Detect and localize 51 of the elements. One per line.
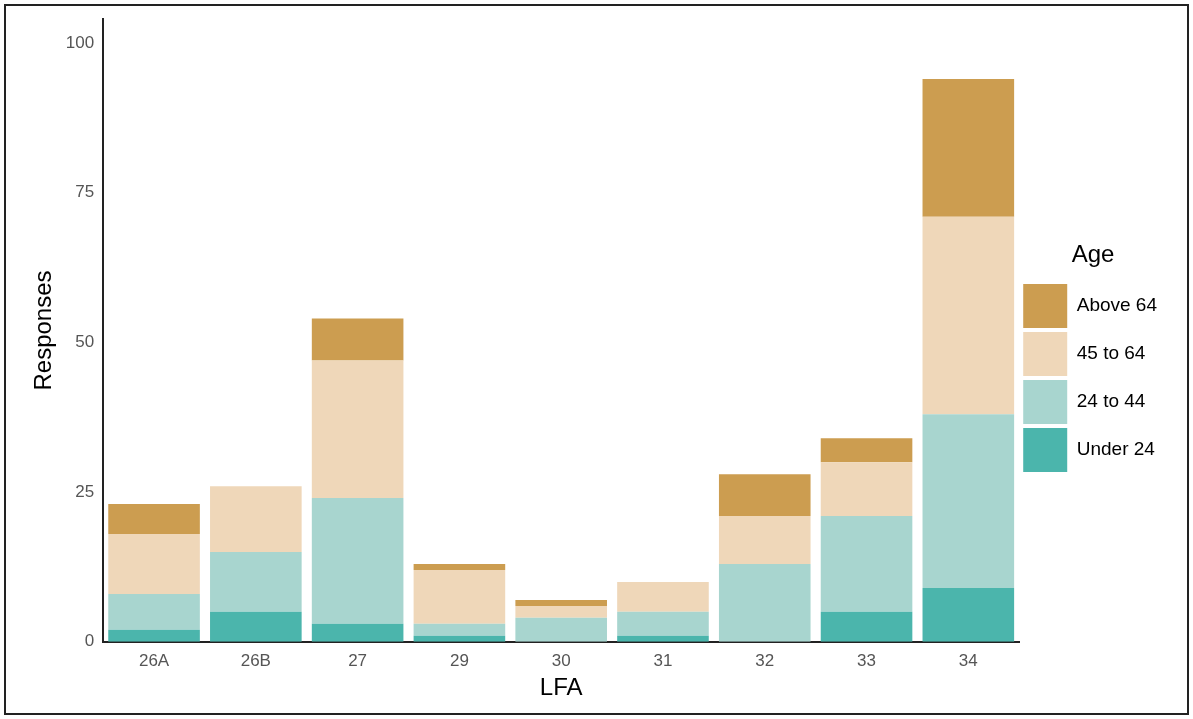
bar — [617, 581, 709, 612]
x-tick-label: 26B — [240, 650, 271, 670]
bar — [311, 498, 404, 624]
x-tick-label: 33 — [857, 650, 876, 670]
y-axis-title: Responses — [29, 270, 57, 391]
y-tick-label: 75 — [75, 182, 95, 202]
bar — [922, 79, 1015, 217]
bar — [413, 563, 506, 570]
legend-label: Under 24 — [1076, 438, 1156, 460]
bar — [922, 216, 1015, 415]
bar — [108, 629, 200, 642]
bar — [413, 569, 506, 624]
bar — [617, 611, 709, 636]
x-axis-title: LFA — [539, 673, 583, 701]
x-tick-label: 26A — [138, 650, 170, 670]
y-tick-label: 50 — [75, 332, 95, 352]
bar — [820, 438, 913, 463]
bar — [922, 587, 1015, 642]
bar — [922, 414, 1015, 588]
bar — [515, 599, 607, 606]
x-tick-label: 27 — [348, 650, 368, 670]
bar — [311, 360, 404, 499]
bar — [718, 563, 811, 642]
bar — [210, 611, 302, 642]
bar — [820, 462, 913, 517]
bar — [210, 552, 302, 612]
bar — [210, 486, 302, 552]
x-tick-label: 30 — [551, 650, 571, 670]
bar — [515, 605, 607, 618]
legend-label: 24 to 44 — [1076, 390, 1146, 412]
y-tick-label: 25 — [75, 481, 95, 501]
x-tick-label: 34 — [958, 650, 978, 670]
bar — [820, 611, 913, 642]
legend-label: 45 to 64 — [1076, 342, 1146, 364]
legend-title: Age — [1071, 239, 1115, 267]
x-tick-label: 32 — [755, 650, 775, 670]
bar — [515, 617, 607, 642]
bar — [311, 623, 404, 642]
y-tick-label: 100 — [65, 32, 95, 52]
bar — [108, 534, 200, 594]
bar — [820, 516, 913, 612]
bar — [311, 318, 404, 361]
bar — [413, 623, 506, 636]
bar — [108, 593, 200, 630]
bar — [108, 504, 200, 535]
x-tick-label: 29 — [449, 650, 469, 670]
y-tick-label: 0 — [84, 631, 95, 651]
bar — [718, 474, 811, 517]
bar — [718, 516, 811, 564]
legend-label: Above 64 — [1076, 294, 1158, 316]
x-tick-label: 31 — [653, 650, 673, 670]
